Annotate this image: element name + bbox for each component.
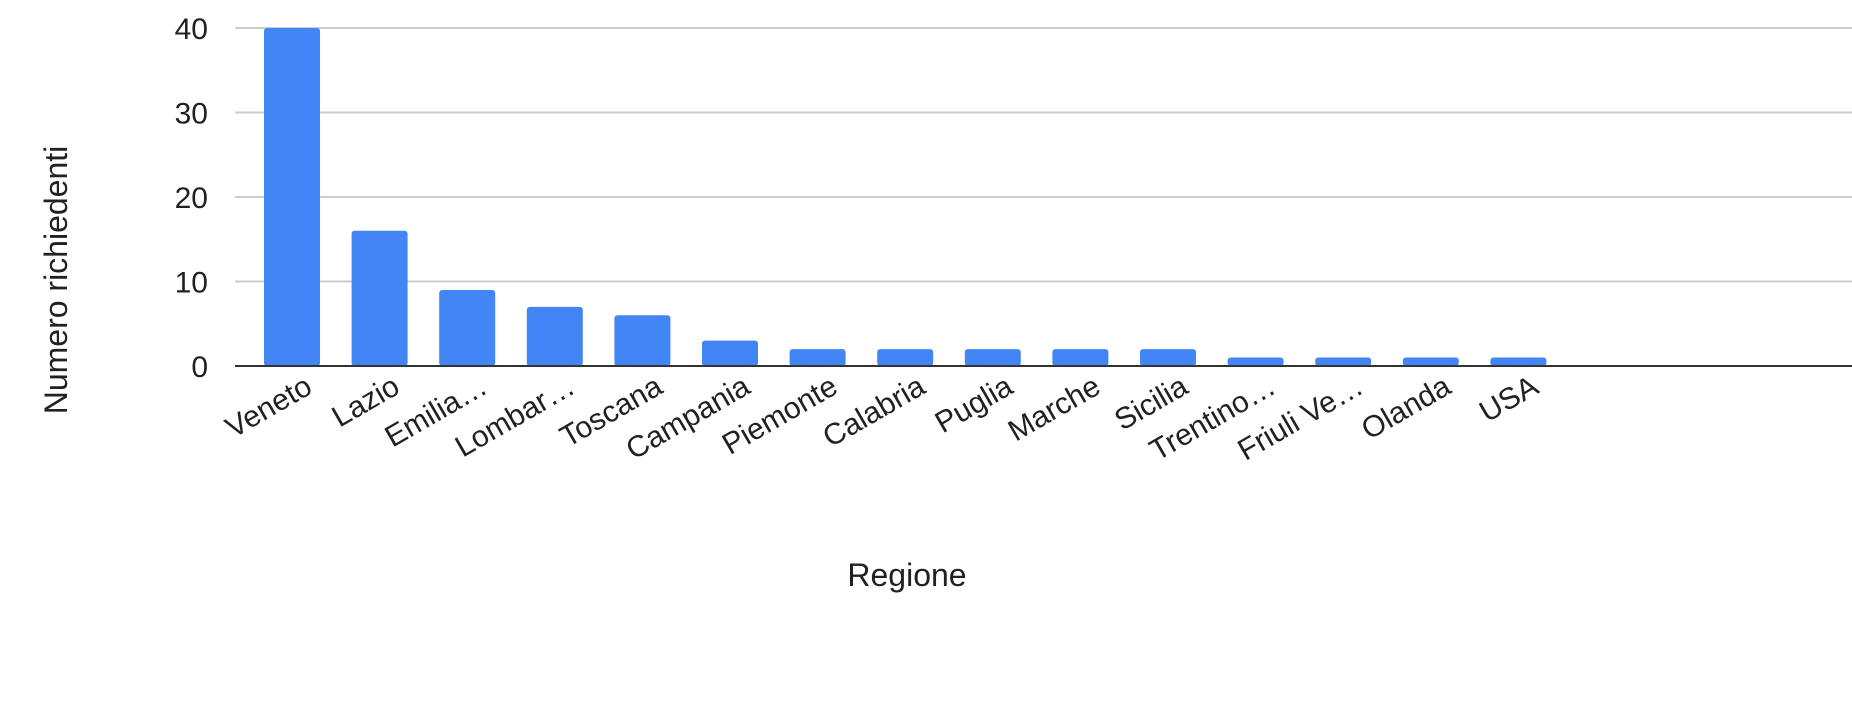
bar-0 <box>264 28 320 366</box>
bar-10 <box>1140 349 1196 366</box>
x-category-label: USA <box>1474 369 1544 428</box>
y-tick-label: 0 <box>191 351 208 384</box>
bar-9 <box>1052 349 1109 366</box>
bar-4 <box>614 315 671 366</box>
y-tick-label: 10 <box>175 267 208 300</box>
y-tick-label: 20 <box>175 182 208 215</box>
bar-5 <box>702 340 758 366</box>
bars <box>264 28 1547 366</box>
bar-7 <box>877 349 934 366</box>
x-category-label: Marche <box>1003 369 1106 448</box>
bar-12 <box>1315 357 1372 366</box>
y-tick-label: 30 <box>175 98 208 131</box>
y-axis-title: Numero richiedenti <box>38 146 74 415</box>
bar-8 <box>964 349 1021 366</box>
bar-3 <box>526 306 583 366</box>
bar-13 <box>1402 357 1459 366</box>
bar-2 <box>439 289 496 366</box>
bar-6 <box>789 349 846 366</box>
y-axis-ticks: 0 10 20 30 40 <box>175 13 208 384</box>
x-axis-title: Regione <box>847 557 966 593</box>
bar-1 <box>351 230 408 366</box>
x-axis-category-labels: Veneto LazioEmilia…Lombar…ToscanaCampania… <box>220 369 1544 467</box>
x-category-label: Veneto <box>220 369 317 444</box>
x-category-label: Olanda <box>1356 369 1457 446</box>
x-category-label: Calabria <box>817 369 931 454</box>
bar-14 <box>1490 357 1547 366</box>
y-tick-label: 40 <box>175 13 208 46</box>
bar-11 <box>1227 357 1284 366</box>
x-category-label: Puglia <box>930 369 1019 439</box>
gridlines <box>235 27 1852 283</box>
